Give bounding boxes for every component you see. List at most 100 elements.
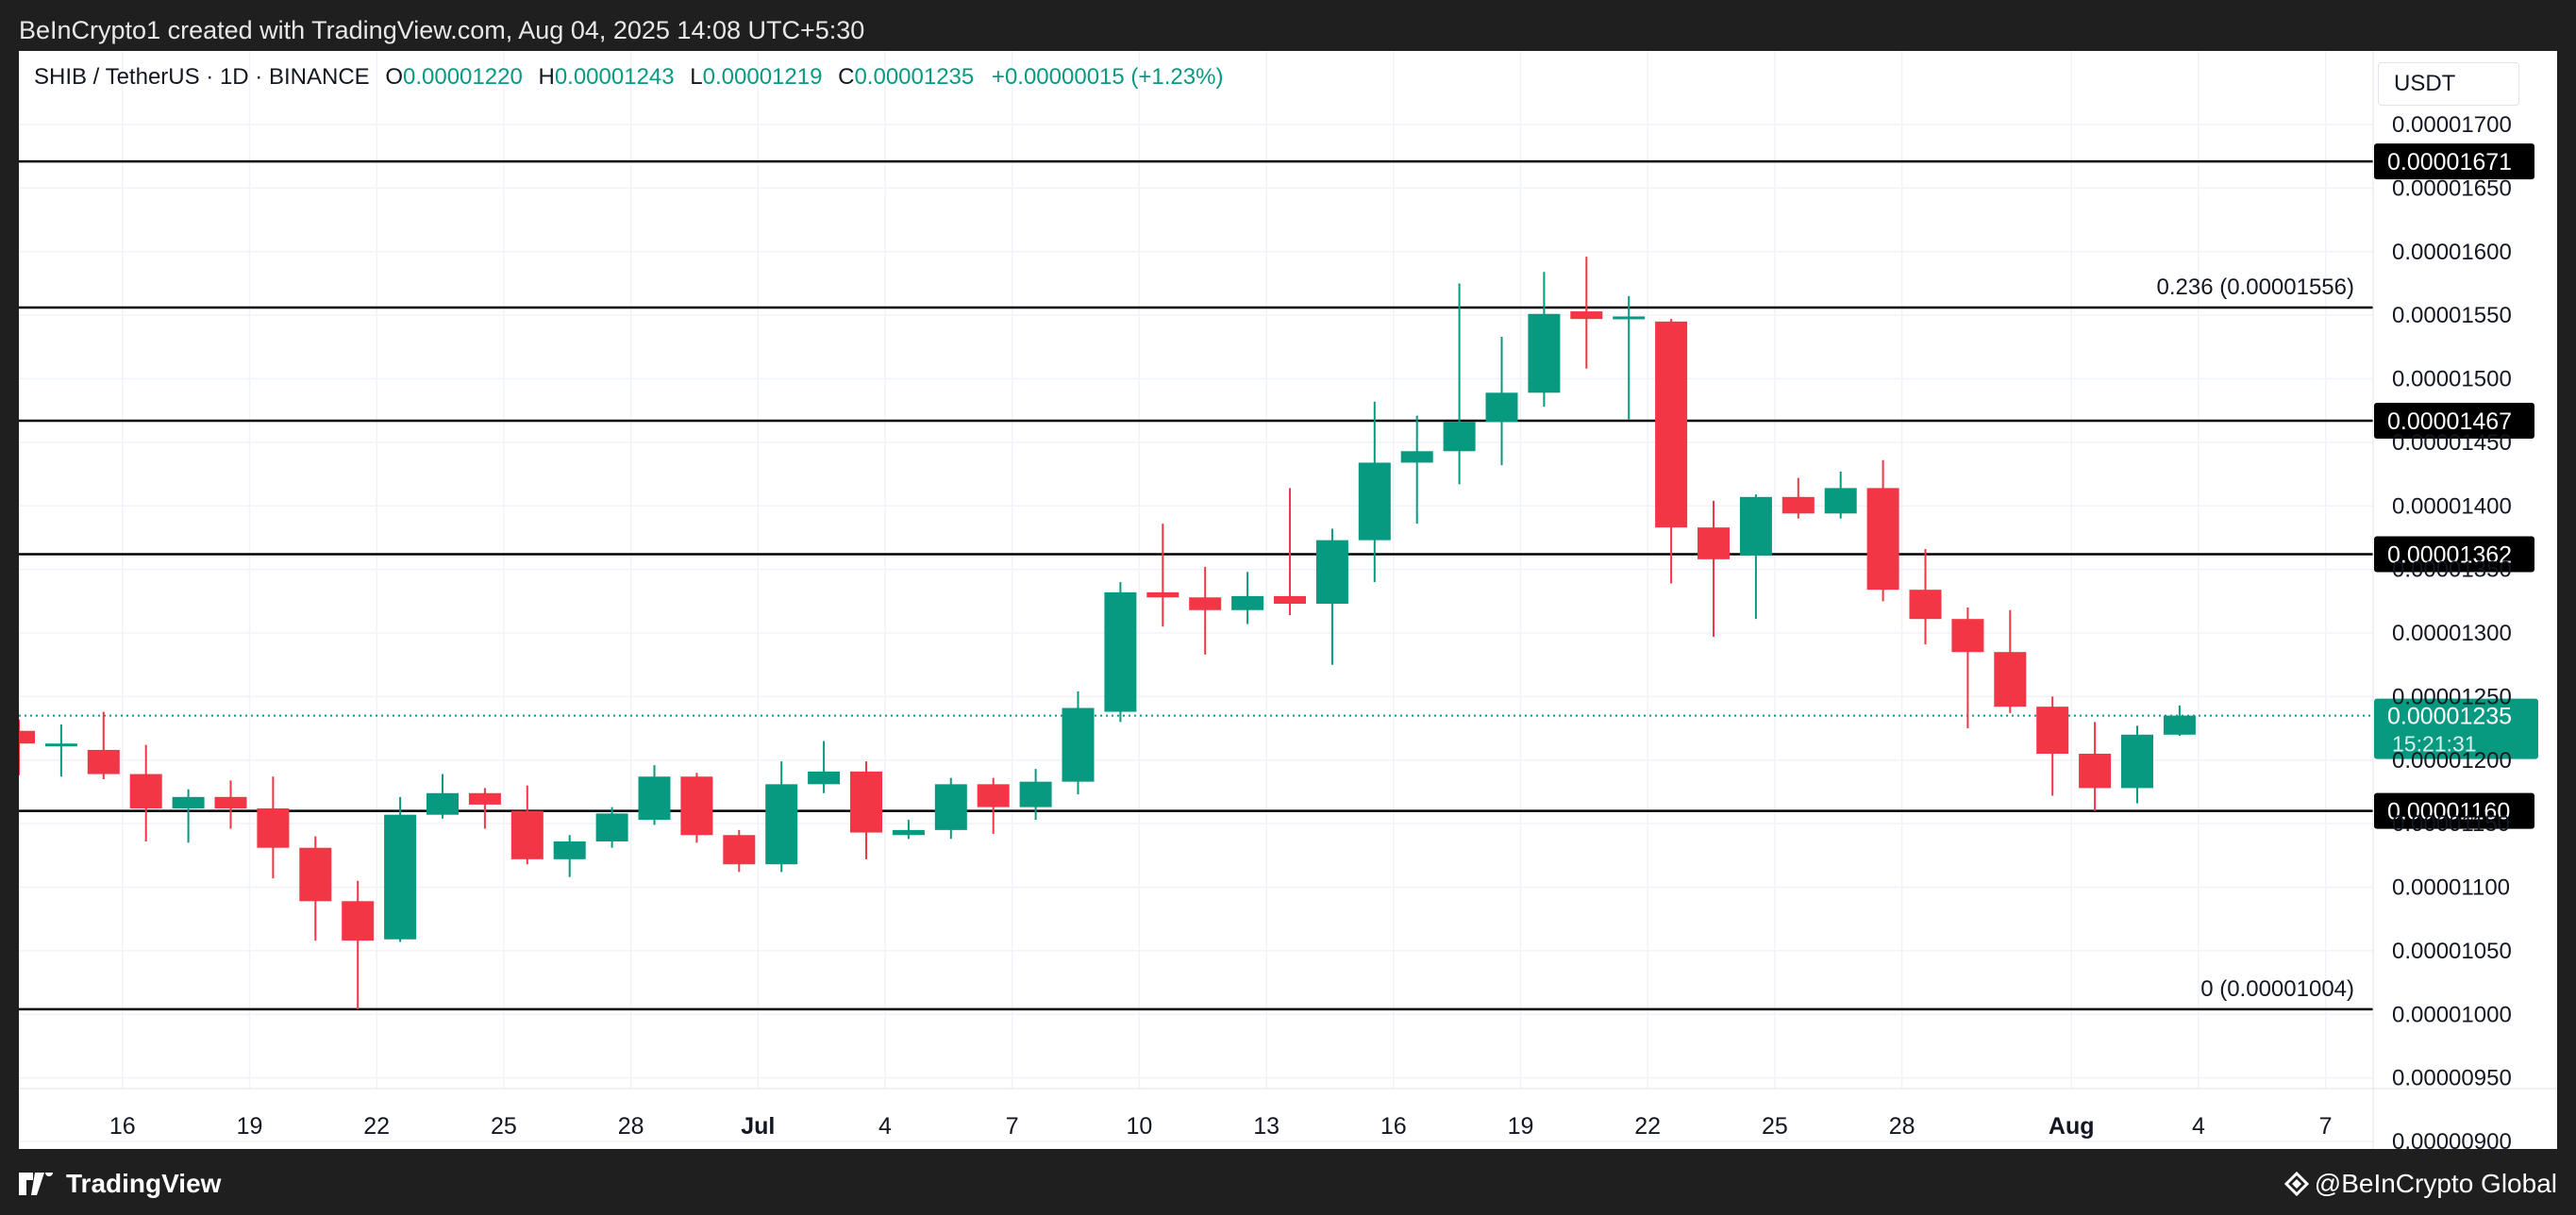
x-tick-label: 7 [1006,1113,1019,1140]
x-tick-label: 28 [1889,1113,1915,1140]
beincrypto-brand: @BeInCrypto Global [2314,1169,2557,1198]
candle-body [1274,595,1306,605]
candle-up [1062,691,1095,795]
candle-body [1358,462,1391,541]
candle-body [384,814,417,940]
x-tick-label: 7 [2319,1113,2333,1140]
candle-down [87,711,120,779]
candle-up [1485,337,1518,466]
candle-body [299,847,332,902]
candle-up [595,807,628,848]
candle-down [214,780,247,829]
candle-body [808,771,841,785]
candle-body [2079,754,2112,789]
tradingview-logo[interactable]: TradingView [19,1168,221,1200]
y-tick-label: 0.00001100 [2392,875,2510,901]
candle-body [977,784,1010,807]
candle-body [510,810,544,859]
candle-body [680,776,713,836]
candle-body [214,796,247,808]
ohlc-legend: SHIB / TetherUS · 1D · BINANCE O0.000012… [34,64,1223,91]
last-price-badge [2374,698,2538,759]
candle-body [427,792,459,815]
candle-body [1824,488,1857,514]
candle-up [892,820,925,840]
candle-up [808,741,841,793]
candle-body [723,835,756,865]
y-tick-label: 0.00001150 [2392,811,2510,837]
x-tick-label: 28 [618,1113,644,1140]
level-badge [2374,402,2534,439]
candle-up [934,777,967,840]
candle-body [1528,313,1561,393]
candle-body [1231,595,1264,610]
candle-body [1189,597,1222,610]
candle-body [850,771,882,833]
symbol-label[interactable]: SHIB / TetherUS · 1D · BINANCE [34,64,370,90]
candle-body [2036,707,2069,755]
x-tick-label: 4 [2192,1113,2205,1140]
candle-body [1485,392,1518,423]
x-tick-label: 19 [237,1113,263,1140]
y-tick-label: 0.00001200 [2392,748,2512,774]
candle-down [1655,319,1688,584]
candle-up [427,774,459,819]
low-value: 0.00001219 [702,64,823,90]
x-tick-label: 22 [363,1113,390,1140]
candle-down [510,785,544,865]
attribution-text: BeInCrypto1 created with TradingView.com… [19,16,865,44]
candle-body [1019,781,1052,807]
candle-body [468,792,501,805]
x-tick-label: Jul [741,1113,775,1140]
candle-up [1358,401,1391,583]
candle-body [44,743,77,747]
y-tick-label: 0.00000900 [2392,1129,2512,1149]
candle-up [553,835,586,877]
x-tick-label: 16 [1380,1113,1407,1140]
candle-body [1613,316,1646,320]
candle-down [1909,549,1942,645]
candle-down [977,777,1010,834]
candle-body [2163,715,2196,735]
candle-body [172,796,205,808]
candle-body [342,901,375,941]
candle-up [1400,415,1433,524]
candle-down [2036,696,2069,796]
candle-down [1570,257,1603,369]
candle-down [1146,524,1179,627]
candle-down [723,829,756,873]
candle-up [1104,582,1137,723]
candle-up [1824,471,1857,519]
y-tick-label: 0.00001350 [2392,558,2512,583]
footer: TradingView @BeInCrypto Global [0,1149,2576,1215]
candle-up [1443,283,1476,485]
candle-up [2121,725,2153,804]
candle-body [1146,591,1179,598]
last-price-text: 0.00001235 [2387,704,2512,730]
candle-body [1951,619,1984,653]
high-value: 0.00001243 [554,64,675,90]
candle-body [1104,591,1137,712]
candle-body [765,784,798,865]
candle-up [384,796,417,942]
candle-down [129,744,162,841]
candle-body [553,841,586,859]
beincrypto-logo: @BeInCrypto Global [2283,1168,2557,1200]
x-tick-label: 13 [1253,1113,1280,1140]
level-badge-text: 0.00001671 [2387,149,2512,175]
close-label: C [838,64,855,90]
x-tick-label: 22 [1634,1113,1661,1140]
candle-body [1570,311,1603,320]
candle-body [1698,527,1730,559]
level-badge [2374,792,2534,829]
candle-up [44,724,77,777]
candle-up [1231,572,1264,624]
y-tick-label: 0.00001000 [2392,1002,2512,1027]
candle-body [1400,451,1433,463]
y-tick-label: 0.00000950 [2392,1066,2512,1091]
candle-body [2121,734,2153,789]
currency-selector[interactable]: USDT [2378,62,2519,106]
candle-body [257,807,290,848]
